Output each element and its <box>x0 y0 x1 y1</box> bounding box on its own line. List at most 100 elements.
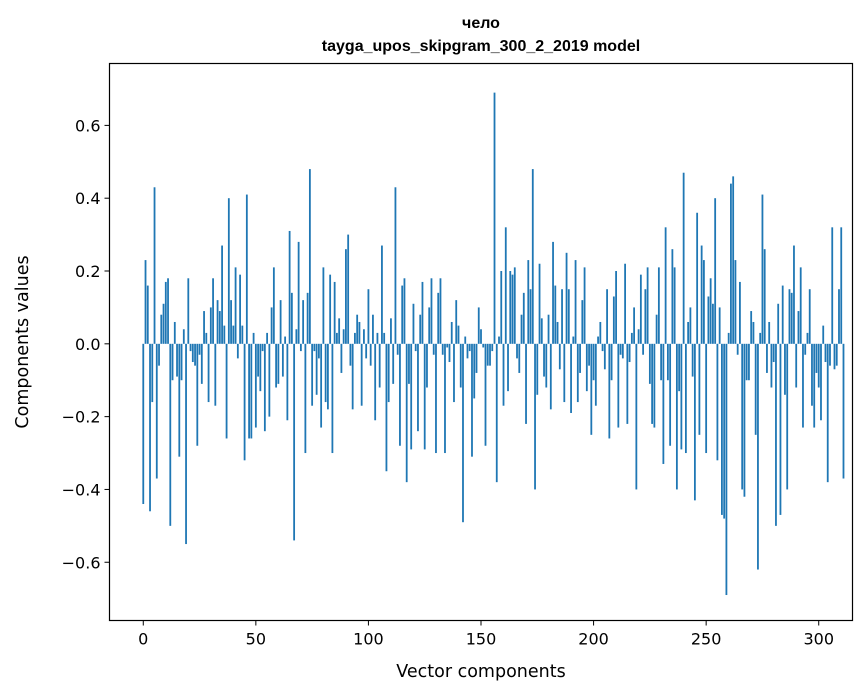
bar <box>763 249 766 344</box>
bar <box>842 343 845 479</box>
bar <box>383 332 386 344</box>
bar <box>522 292 525 344</box>
x-tick-label: 250 <box>691 630 722 649</box>
bar <box>158 343 160 366</box>
bar <box>815 343 818 373</box>
bar <box>185 343 187 545</box>
bar <box>536 343 539 395</box>
bar <box>149 343 151 512</box>
bar <box>736 343 739 355</box>
bar <box>272 267 275 344</box>
bar <box>207 343 210 403</box>
bar <box>221 245 223 344</box>
bar <box>187 278 190 344</box>
bar <box>243 343 246 461</box>
bar <box>637 329 640 344</box>
bar <box>714 198 717 344</box>
bar <box>408 343 410 384</box>
bar <box>768 321 771 344</box>
bar <box>426 343 428 388</box>
bar <box>558 343 561 370</box>
bar <box>495 343 498 483</box>
bar <box>225 343 228 439</box>
bar <box>838 289 840 344</box>
bar <box>567 289 570 344</box>
bar <box>698 343 701 435</box>
bar <box>284 336 287 344</box>
bar <box>669 343 672 446</box>
bar <box>781 285 784 344</box>
bar <box>529 289 532 344</box>
bar <box>421 281 424 344</box>
x-tick-label: 300 <box>803 630 834 649</box>
bar <box>212 278 214 344</box>
bar <box>585 343 588 392</box>
bar <box>502 343 505 406</box>
bar <box>245 194 248 344</box>
bar <box>612 296 615 344</box>
bar <box>500 271 503 344</box>
bar <box>727 332 730 344</box>
x-axis-label: Vector components <box>396 662 565 682</box>
bar <box>259 343 262 392</box>
bar <box>802 343 804 428</box>
bar <box>777 303 780 344</box>
bar <box>675 343 678 490</box>
bar <box>342 329 345 344</box>
bar <box>171 343 174 381</box>
bar <box>549 343 552 410</box>
bar <box>189 343 192 352</box>
bar <box>306 292 309 344</box>
y-tick-label: −0.4 <box>62 480 101 499</box>
bar <box>381 245 383 344</box>
bar <box>446 343 449 348</box>
chart-title-line2: tayga_upos_skipgram_300_2_2019 model <box>322 38 640 55</box>
bar <box>732 176 735 344</box>
bar <box>288 230 291 344</box>
bar <box>570 343 572 413</box>
bar <box>338 318 341 344</box>
bar <box>594 343 597 406</box>
bar <box>655 314 658 344</box>
x-axis-ticks: 0 50 100 150 200 250 300 <box>138 620 834 649</box>
bar <box>761 194 764 344</box>
bar <box>437 292 440 344</box>
bar <box>705 343 708 454</box>
y-tick-label: 0.6 <box>75 116 100 135</box>
bar <box>387 343 390 403</box>
bar <box>734 260 737 344</box>
bar <box>146 285 149 344</box>
bar <box>606 289 608 344</box>
bar <box>196 343 199 446</box>
bar <box>450 321 453 344</box>
bar <box>583 267 586 344</box>
bar <box>182 329 185 344</box>
bar <box>349 343 352 366</box>
bar <box>466 343 469 359</box>
bar <box>439 278 442 344</box>
bar <box>308 169 311 344</box>
bar <box>369 343 372 366</box>
bar <box>414 343 417 352</box>
chart-title-line1: чело <box>462 15 500 32</box>
plot-area-frame <box>108 62 854 622</box>
bar <box>820 343 822 421</box>
bar <box>811 343 813 406</box>
bar <box>482 343 485 348</box>
bar <box>628 343 631 363</box>
bar <box>354 332 356 344</box>
bar <box>833 343 836 370</box>
bar <box>360 343 363 406</box>
bar <box>617 343 620 428</box>
bar <box>707 296 710 344</box>
bar <box>696 212 699 344</box>
bar <box>597 336 599 344</box>
bar <box>392 343 395 384</box>
bar <box>232 325 235 344</box>
bar <box>730 183 732 344</box>
bar <box>709 278 712 344</box>
bar <box>295 329 298 344</box>
bar <box>748 343 750 381</box>
bar <box>635 343 638 490</box>
bar <box>757 343 759 570</box>
